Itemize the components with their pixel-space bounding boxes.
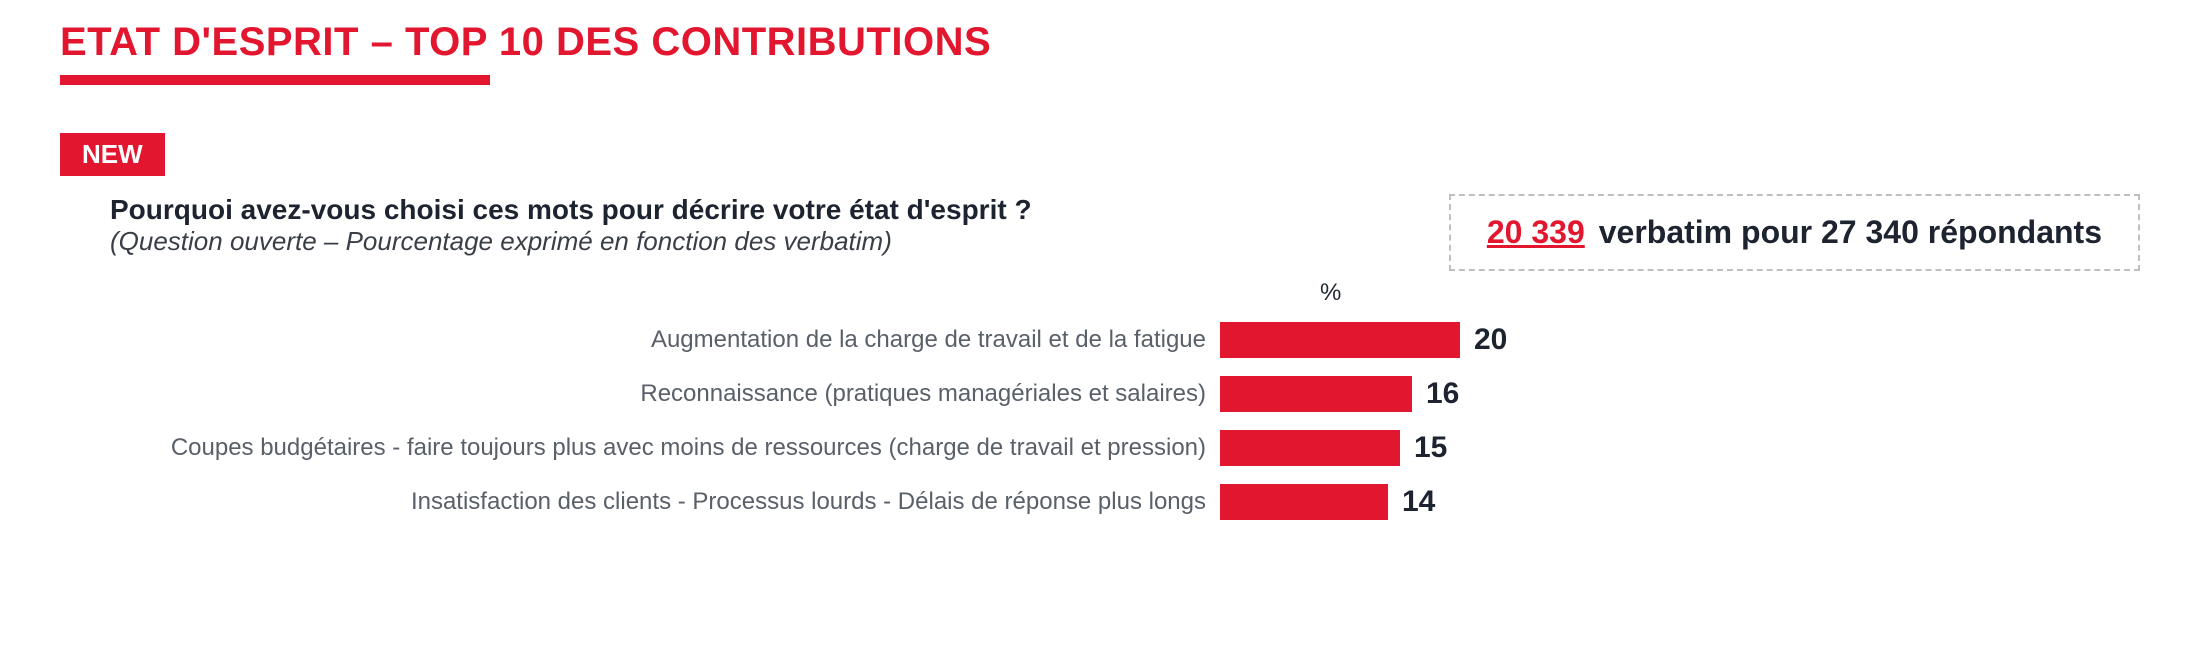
bar-label: Reconnaissance (pratiques managériales e…	[60, 380, 1220, 408]
bar-row: Reconnaissance (pratiques managériales e…	[60, 367, 2150, 421]
verbatim-count-text: verbatim pour 27 340 répondants	[1599, 214, 2102, 251]
question-col: Pourquoi avez-vous choisi ces mots pour …	[60, 194, 1409, 257]
slide: ETAT D'ESPRIT – TOP 10 DES CONTRIBUTIONS…	[0, 0, 2210, 646]
bar-label: Insatisfaction des clients - Processus l…	[60, 488, 1220, 516]
bar-row: Insatisfaction des clients - Processus l…	[60, 475, 2150, 529]
slide-title: ETAT D'ESPRIT – TOP 10 DES CONTRIBUTIONS	[60, 20, 2150, 65]
question-row: Pourquoi avez-vous choisi ces mots pour …	[60, 194, 2150, 271]
bar-row: Coupes budgétaires - faire toujours plus…	[60, 421, 2150, 475]
bar-value: 16	[1426, 377, 1459, 411]
title-block: ETAT D'ESPRIT – TOP 10 DES CONTRIBUTIONS	[60, 20, 2150, 85]
bar-track: 15	[1220, 430, 2120, 466]
bar-fill	[1220, 376, 1412, 412]
bar-track: 20	[1220, 322, 2120, 358]
bar-value: 14	[1402, 485, 1435, 519]
verbatim-count-box: 20 339 verbatim pour 27 340 répondants	[1449, 194, 2140, 271]
question-sub: (Question ouverte – Pourcentage exprimé …	[110, 226, 1409, 257]
bar-row: Augmentation de la charge de travail et …	[60, 313, 2150, 367]
title-underline	[60, 75, 490, 85]
bar-track: 16	[1220, 376, 2120, 412]
verbatim-count-number: 20 339	[1487, 214, 1585, 251]
bar-label: Coupes budgétaires - faire toujours plus…	[60, 434, 1220, 462]
chart-pct-header: %	[1320, 279, 2150, 307]
bar-track: 14	[1220, 484, 2120, 520]
bar-value: 20	[1474, 323, 1507, 357]
bar-fill	[1220, 484, 1388, 520]
question-main: Pourquoi avez-vous choisi ces mots pour …	[110, 194, 1409, 226]
bar-value: 15	[1414, 431, 1447, 465]
new-badge: NEW	[60, 133, 165, 176]
bar-fill	[1220, 322, 1460, 358]
bar-fill	[1220, 430, 1400, 466]
bar-label: Augmentation de la charge de travail et …	[60, 326, 1220, 354]
bar-chart: % Augmentation de la charge de travail et…	[60, 279, 2150, 529]
